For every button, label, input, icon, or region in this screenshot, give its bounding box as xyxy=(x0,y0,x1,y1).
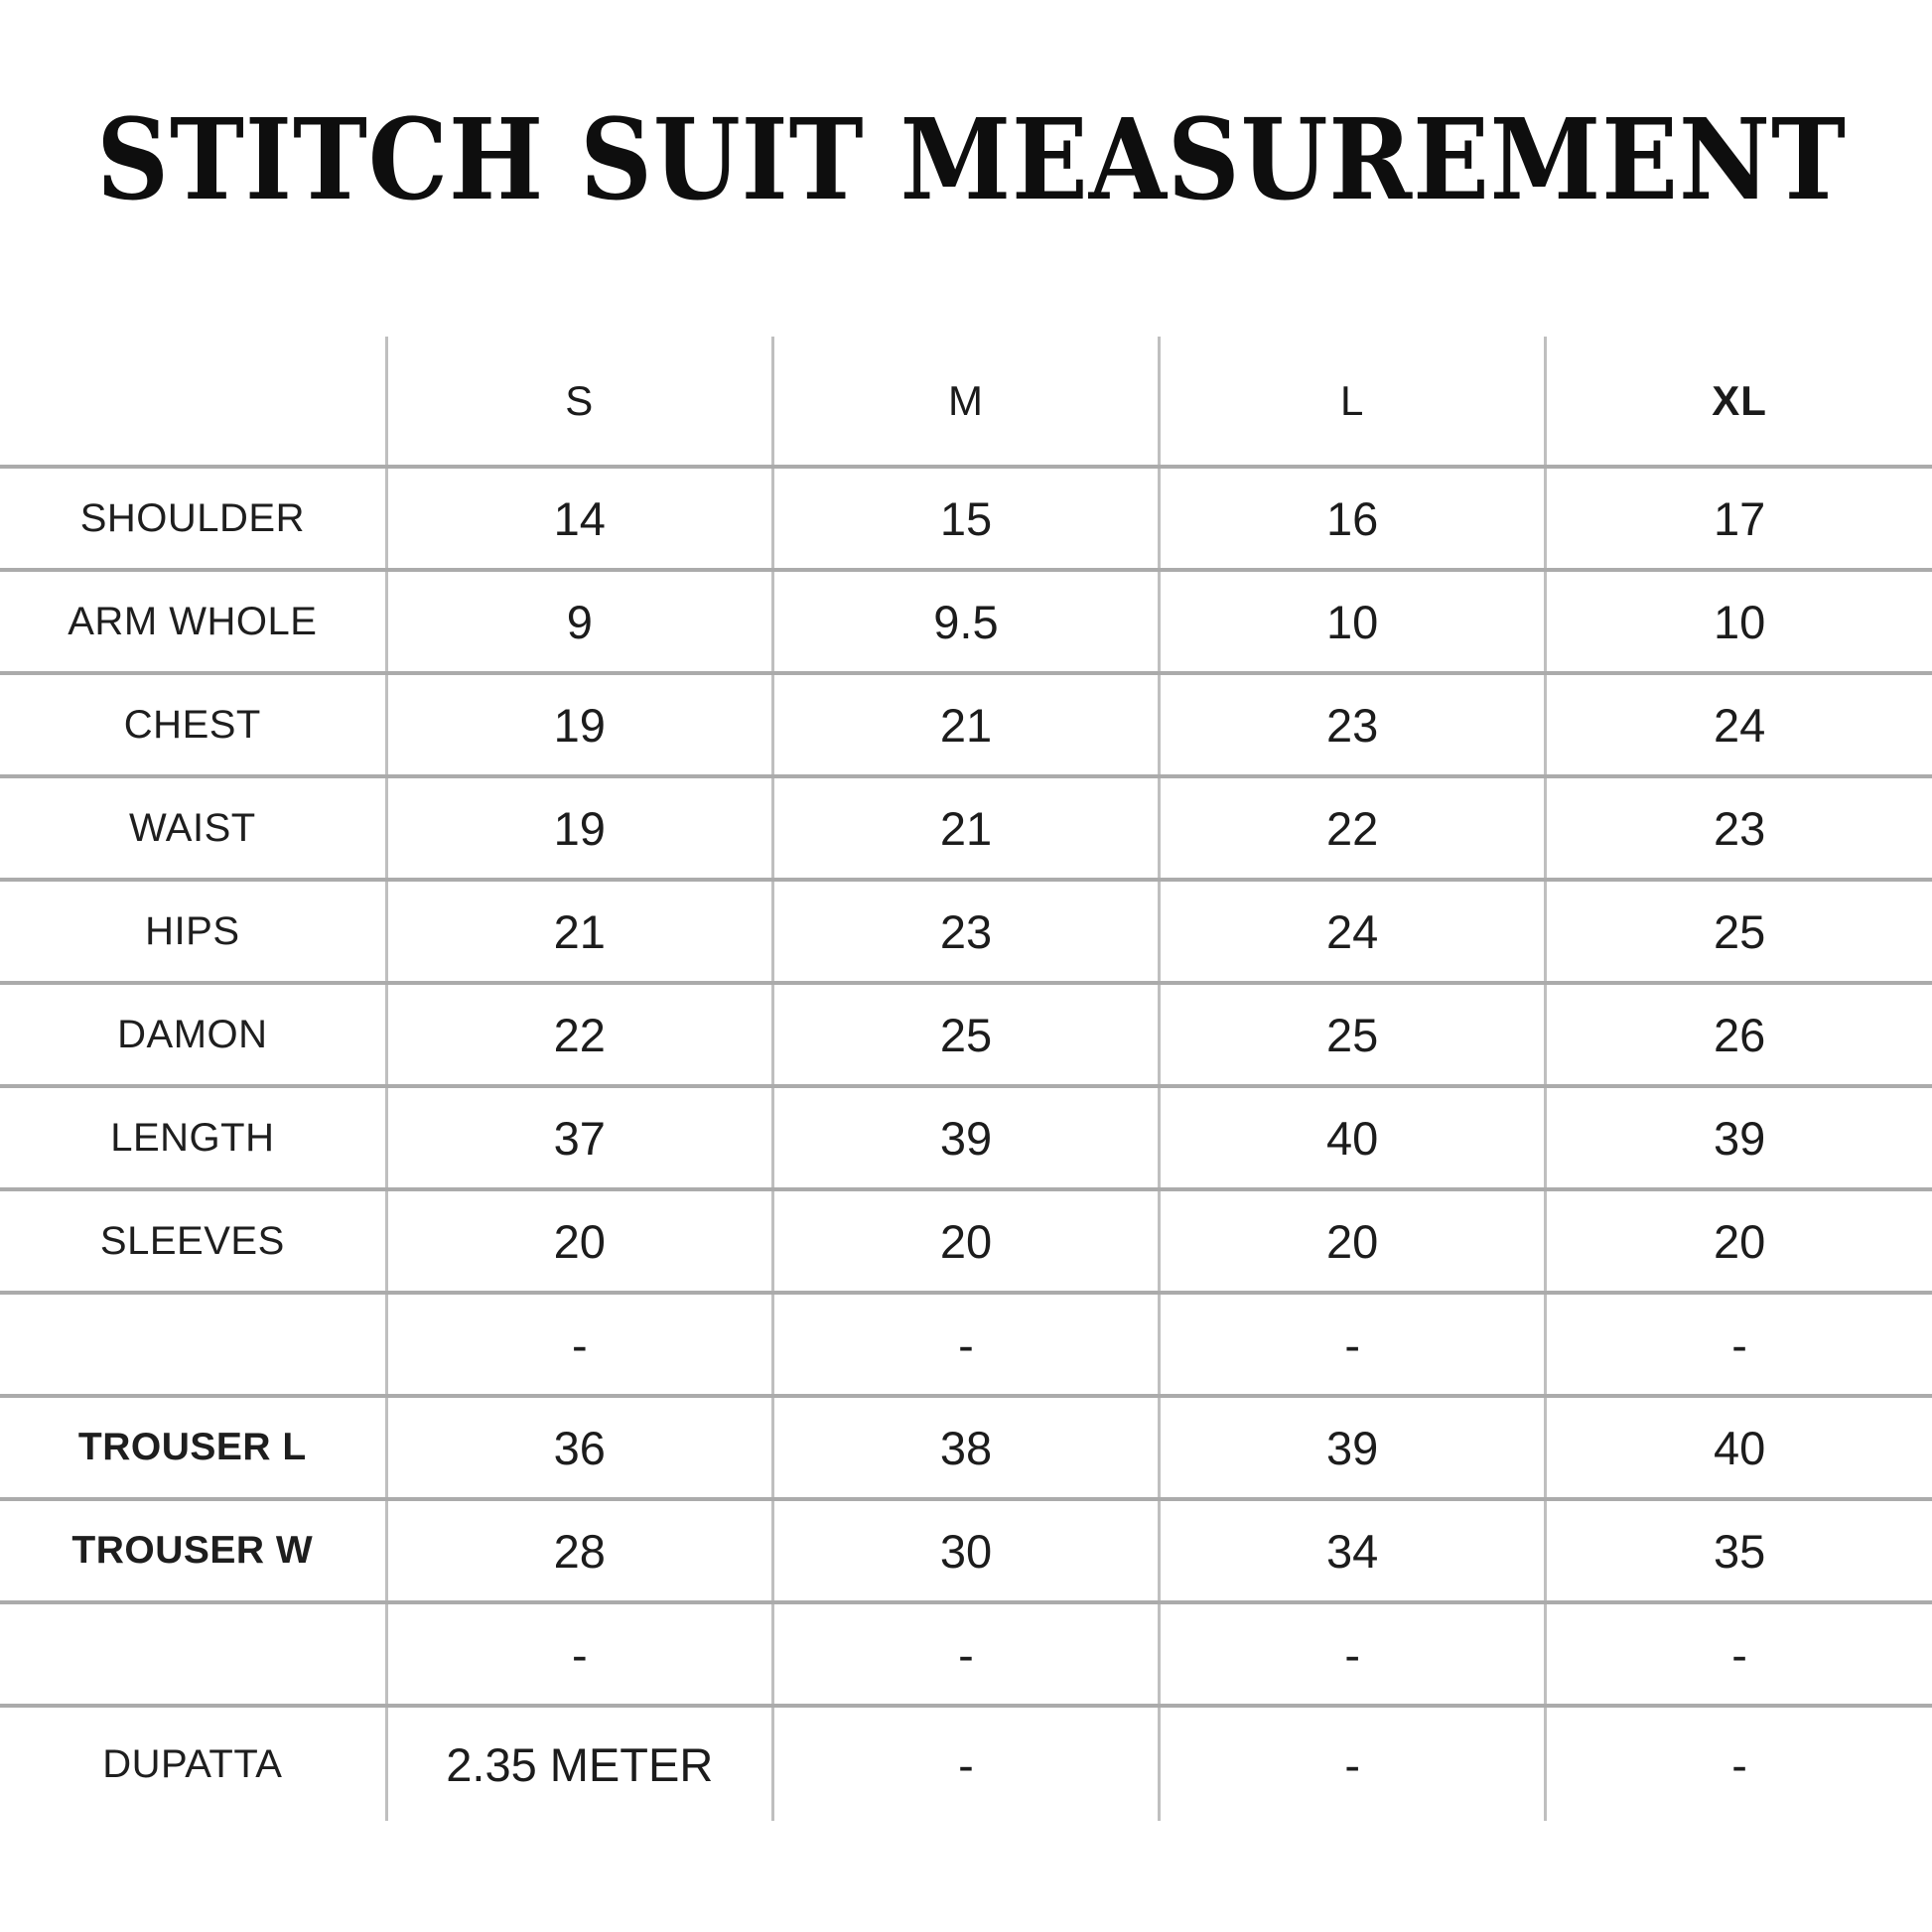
row-label: DAMON xyxy=(0,981,387,1086)
page-title: STITCH SUIT MEASUREMENT xyxy=(96,95,1847,225)
cell-value: - xyxy=(1158,1704,1546,1821)
table-row-spacer-1: - - - - xyxy=(0,1291,1932,1396)
cell-value: 26 xyxy=(1544,981,1932,1086)
cell-value: 30 xyxy=(770,1497,1160,1602)
cell-value: 20 xyxy=(1544,1187,1932,1293)
table-row-damon: DAMON 22 25 25 26 xyxy=(0,981,1932,1086)
row-label: LENGTH xyxy=(0,1084,387,1189)
table-row-trouser-l: TROUSER L 36 38 39 40 xyxy=(0,1394,1932,1499)
cell-value: 22 xyxy=(384,981,773,1086)
cell-value: - xyxy=(770,1600,1160,1706)
row-label: SHOULDER xyxy=(0,465,387,570)
table-row-hips: HIPS 21 23 24 25 xyxy=(0,878,1932,983)
row-label: TROUSER W xyxy=(0,1497,387,1602)
cell-value: 19 xyxy=(384,671,773,776)
column-header-xl: XL xyxy=(1544,337,1932,467)
table-row-sleeves: SLEEVES 20 20 20 20 xyxy=(0,1187,1932,1293)
cell-value: - xyxy=(384,1291,773,1396)
cell-value: 14 xyxy=(384,465,773,570)
cell-value: 21 xyxy=(384,878,773,983)
row-label: SLEEVES xyxy=(0,1187,387,1293)
cell-value: 24 xyxy=(1544,671,1932,776)
row-label xyxy=(0,1600,387,1706)
cell-value: 10 xyxy=(1544,568,1932,673)
row-label: CHEST xyxy=(0,671,387,776)
cell-value: - xyxy=(770,1291,1160,1396)
cell-value: 39 xyxy=(1544,1084,1932,1189)
cell-value: - xyxy=(770,1704,1160,1821)
cell-value: 22 xyxy=(1158,774,1546,880)
cell-value: 20 xyxy=(1158,1187,1546,1293)
cell-value: - xyxy=(1158,1291,1546,1396)
cell-value: 19 xyxy=(384,774,773,880)
cell-value: - xyxy=(1544,1291,1932,1396)
corner-cell xyxy=(0,337,387,467)
cell-value: 10 xyxy=(1158,568,1546,673)
cell-value: 36 xyxy=(384,1394,773,1499)
cell-value: 23 xyxy=(1544,774,1932,880)
cell-value: 20 xyxy=(384,1187,773,1293)
header-row: S M L XL xyxy=(0,337,1932,467)
row-label: ARM WHOLE xyxy=(0,568,387,673)
cell-value: 9.5 xyxy=(770,568,1160,673)
table-row-spacer-2: - - - - xyxy=(0,1600,1932,1706)
row-label: DUPATTA xyxy=(0,1704,387,1821)
cell-value: 25 xyxy=(1158,981,1546,1086)
cell-value: 15 xyxy=(770,465,1160,570)
cell-value: 40 xyxy=(1544,1394,1932,1499)
cell-value: - xyxy=(1544,1704,1932,1821)
table-row-shoulder: SHOULDER 14 15 16 17 xyxy=(0,465,1932,570)
cell-value: 34 xyxy=(1158,1497,1546,1602)
cell-value: 39 xyxy=(770,1084,1160,1189)
cell-value: 39 xyxy=(1158,1394,1546,1499)
cell-value: 16 xyxy=(1158,465,1546,570)
cell-value: 28 xyxy=(384,1497,773,1602)
table-row-trouser-w: TROUSER W 28 30 34 35 xyxy=(0,1497,1932,1602)
column-header-s: S xyxy=(384,337,773,467)
cell-value: 40 xyxy=(1158,1084,1546,1189)
cell-value: 38 xyxy=(770,1394,1160,1499)
cell-value: - xyxy=(384,1600,773,1706)
column-header-l: L xyxy=(1158,337,1546,467)
row-label xyxy=(0,1291,387,1396)
cell-value: - xyxy=(1544,1600,1932,1706)
table-row-chest: CHEST 19 21 23 24 xyxy=(0,671,1932,776)
cell-value: 2.35 METER xyxy=(384,1704,773,1821)
cell-value: 21 xyxy=(770,671,1160,776)
row-label: HIPS xyxy=(0,878,387,983)
column-header-m: M xyxy=(770,337,1160,467)
cell-value: 23 xyxy=(1158,671,1546,776)
table-row-dupatta: DUPATTA 2.35 METER - - - xyxy=(0,1704,1932,1821)
cell-value: 9 xyxy=(384,568,773,673)
cell-value: 24 xyxy=(1158,878,1546,983)
table-row-arm-whole: ARM WHOLE 9 9.5 10 10 xyxy=(0,568,1932,673)
cell-value: - xyxy=(1158,1600,1546,1706)
cell-value: 25 xyxy=(1544,878,1932,983)
row-label: TROUSER L xyxy=(0,1394,387,1499)
row-label: WAIST xyxy=(0,774,387,880)
cell-value: 35 xyxy=(1544,1497,1932,1602)
cell-value: 20 xyxy=(770,1187,1160,1293)
cell-value: 37 xyxy=(384,1084,773,1189)
cell-value: 21 xyxy=(770,774,1160,880)
table-row-waist: WAIST 19 21 22 23 xyxy=(0,774,1932,880)
cell-value: 17 xyxy=(1544,465,1932,570)
cell-value: 25 xyxy=(770,981,1160,1086)
measurement-table: S M L XL SHOULDER 14 15 16 17 ARM WHOLE … xyxy=(0,337,1932,1821)
table-row-length: LENGTH 37 39 40 39 xyxy=(0,1084,1932,1189)
cell-value: 23 xyxy=(770,878,1160,983)
